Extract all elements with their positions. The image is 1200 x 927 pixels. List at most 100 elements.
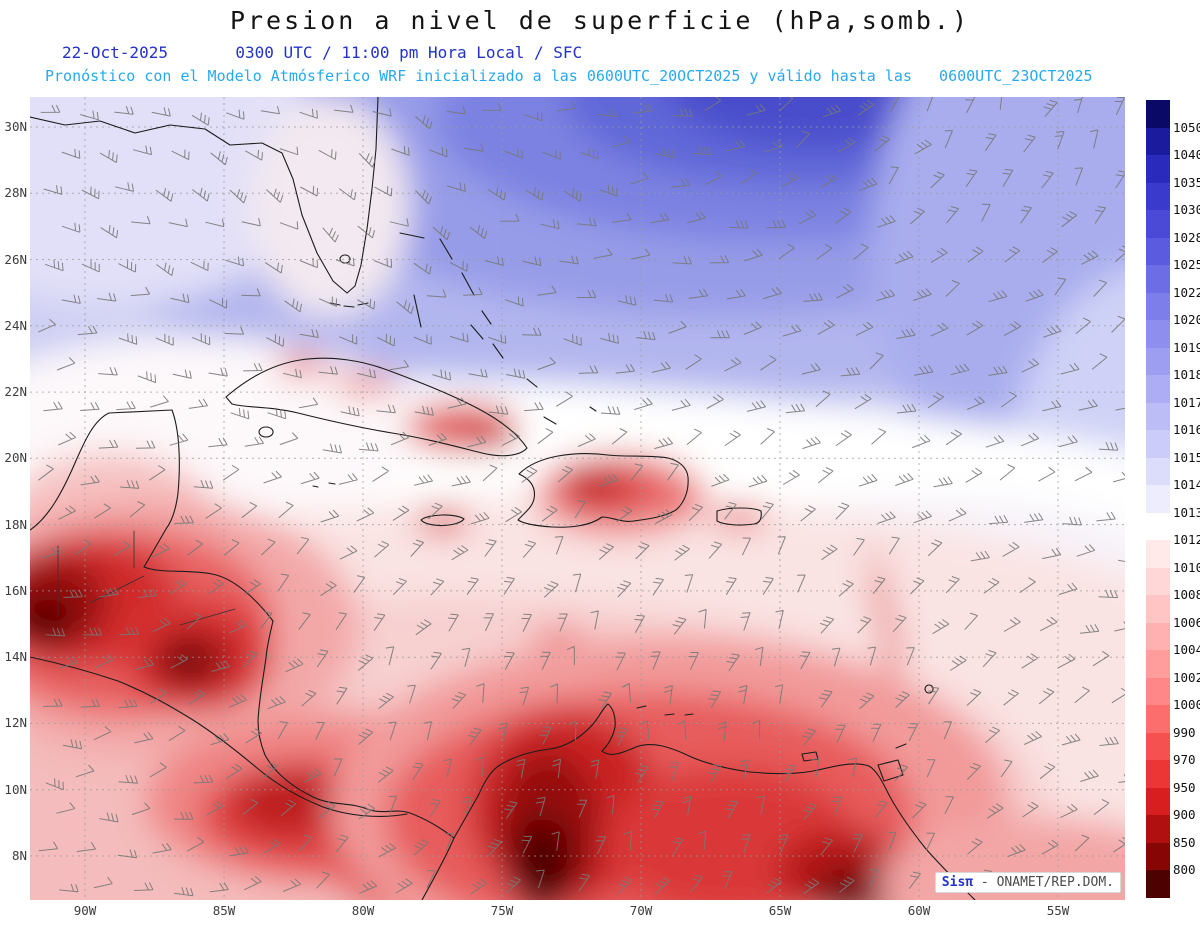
colorbar-swatch [1146,677,1170,705]
lon-label: 60W [907,903,931,918]
coast-yucatan-centam [30,409,455,839]
colorbar-swatch [1146,732,1170,760]
lat-label: 22N [4,384,27,400]
lat-label: 24N [4,317,27,333]
colorbar-swatch [1146,485,1170,513]
barbados [924,684,934,694]
map-canvas [30,97,1125,900]
colorbar-label: 1019 [1173,339,1200,355]
lat-label: 16N [4,582,27,598]
lon-label: 70W [629,903,653,918]
florida-keys [329,302,369,308]
colorbar-swatch [1146,237,1170,265]
lat-label: 12N [4,715,27,731]
coast-south-america [453,703,976,900]
colorbar-label: 1004 [1173,642,1200,657]
watermark-org: - ONAMET/REP.DOM. [973,875,1114,890]
colorbar-label: 1035 [1173,174,1200,190]
colorbar-label: 1017 [1173,394,1200,410]
colorbar-label: 1002 [1173,669,1200,685]
cayman-islands [312,482,336,488]
colorbar-label: 1018 [1173,367,1200,382]
colorbar-swatch [1146,705,1170,733]
lat-label: 8N [11,847,27,863]
lat-label: 14N [4,649,27,665]
colorbar-label: 970 [1173,752,1196,767]
country-borders [57,530,236,626]
colorbar-label: 1050 [1173,119,1200,135]
coast-hispaniola [517,453,689,528]
coast-cuba [225,357,528,457]
colorbar-label: 1014 [1173,477,1200,492]
watermark-brand: Sisπ [941,875,974,890]
page-title: Presion a nivel de superficie (hPa,somb.… [229,6,971,35]
colorbar-swatch [1146,622,1170,650]
colorbar-label: 1000 [1173,697,1200,712]
lon-label: 65W [768,903,792,918]
lon-label: 90W [73,903,97,918]
lat-label: 20N [4,450,27,466]
lon-label: 55W [1046,903,1070,918]
colorbar-swatch [1146,760,1170,788]
colorbar-swatch [1146,155,1170,183]
colorbar-swatch [1146,402,1170,430]
coast-colombia-pacific [421,837,455,900]
colorbar-swatch [1146,100,1170,128]
colorbar-label: 900 [1173,807,1196,822]
colorbar-swatch [1146,512,1170,540]
colorbar-swatch [1146,347,1170,375]
wind-barbs [37,97,1125,897]
colorbar-label: 1040 [1173,147,1200,162]
grid-lines [30,97,1125,900]
colorbar-label: 1028 [1173,229,1200,245]
isle-of-youth [258,426,274,438]
colorbar-swatch [1146,182,1170,210]
lat-label: 26N [4,251,27,267]
lon-label: 75W [490,903,514,918]
watermark: Sisπ - ONAMET/REP.DOM. [934,872,1121,893]
lat-label: 18N [4,516,27,532]
colorbar-label: 850 [1173,834,1196,850]
colorbar-label: 1030 [1173,202,1200,217]
colorbar-swatch [1146,265,1170,293]
trinidad [877,759,904,782]
colorbar-label: 1022 [1173,284,1200,300]
colorbar-strip [1146,100,1170,898]
colorbar-swatch [1146,457,1170,485]
colorbar-swatch [1146,787,1170,815]
colorbar-swatch [1146,595,1170,623]
colorbar-label: 1012 [1173,532,1200,547]
bahamas [399,232,597,425]
colorbar-label: 1025 [1173,257,1200,272]
colorbar-label: 1008 [1173,587,1200,602]
colorbar-swatch [1146,292,1170,320]
colorbar-swatch [1146,375,1170,403]
lon-label: 85W [212,903,236,918]
colorbar-label: 1013 [1173,504,1200,520]
colorbar-label: 950 [1173,779,1196,795]
colorbar-swatch [1146,650,1170,678]
colorbar-swatch [1146,567,1170,595]
forecast-subtitle: Pronóstico con el Modelo Atmósferico WRF… [45,67,1093,85]
abc-islands [636,705,694,716]
lat-label: 10N [4,781,27,797]
colorbar-swatch [1146,210,1170,238]
colorbar-label: 800 [1173,862,1196,877]
colorbar-label: 1010 [1173,559,1200,575]
margarita [801,751,819,762]
coast-puerto-rico [716,507,762,526]
colorbar-label: 1016 [1173,422,1200,437]
colorbar-label: 1020 [1173,312,1200,327]
lon-label: 80W [351,903,375,918]
pressure-shading [30,97,1125,900]
colorbar-swatch [1146,815,1170,843]
colorbar-label: 1015 [1173,449,1200,465]
lat-label: 28N [4,185,27,201]
colorbar-swatch [1146,320,1170,348]
coast-us-florida [30,97,379,294]
colorbar-label: 1006 [1173,614,1200,630]
pressure-map: Sisπ - ONAMET/REP.DOM. [30,97,1125,900]
datetime-subtitle: 22-Oct-2025 0300 UTC / 11:00 pm Hora Loc… [62,43,583,62]
colorbar-swatch [1146,870,1170,898]
